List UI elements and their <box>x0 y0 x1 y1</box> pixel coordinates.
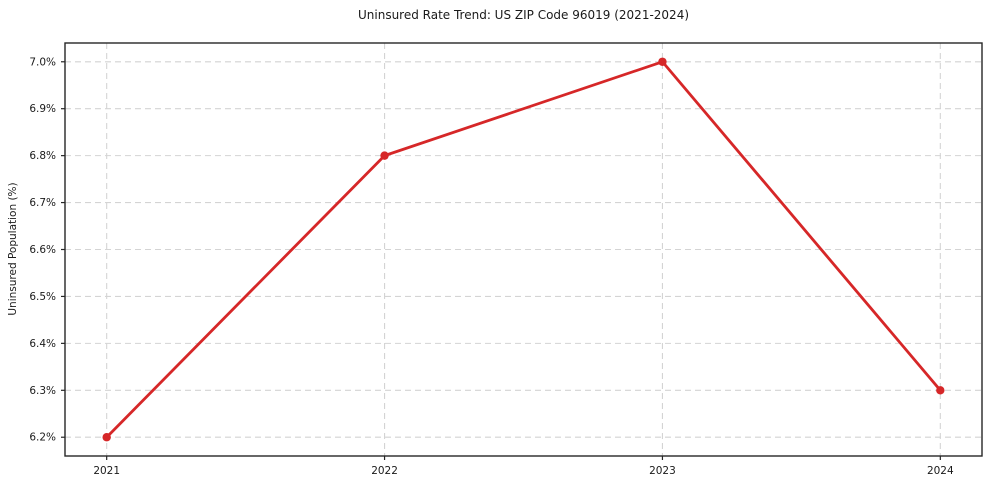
y-tick-label: 6.8% <box>29 150 56 162</box>
x-tick-label: 2024 <box>927 465 954 477</box>
y-tick-label: 7.0% <box>29 56 56 68</box>
x-tick-label: 2023 <box>649 465 676 477</box>
data-point <box>658 57 667 66</box>
y-tick-label: 6.3% <box>29 385 56 397</box>
y-tick-label: 6.6% <box>29 244 56 256</box>
chart-title: Uninsured Rate Trend: US ZIP Code 96019 … <box>357 8 690 22</box>
x-tick-label: 2021 <box>93 465 120 477</box>
y-tick-label: 6.5% <box>29 291 56 303</box>
data-point <box>936 386 945 395</box>
y-tick-label: 6.9% <box>29 103 56 115</box>
y-tick-label: 6.4% <box>29 338 56 350</box>
y-tick-label: 6.7% <box>29 197 56 209</box>
data-point <box>380 151 389 160</box>
x-tick-label: 2022 <box>371 465 398 477</box>
y-tick-label: 6.2% <box>29 432 56 444</box>
data-point <box>102 433 111 442</box>
trend-line <box>105 60 942 439</box>
plot-border <box>64 42 983 457</box>
